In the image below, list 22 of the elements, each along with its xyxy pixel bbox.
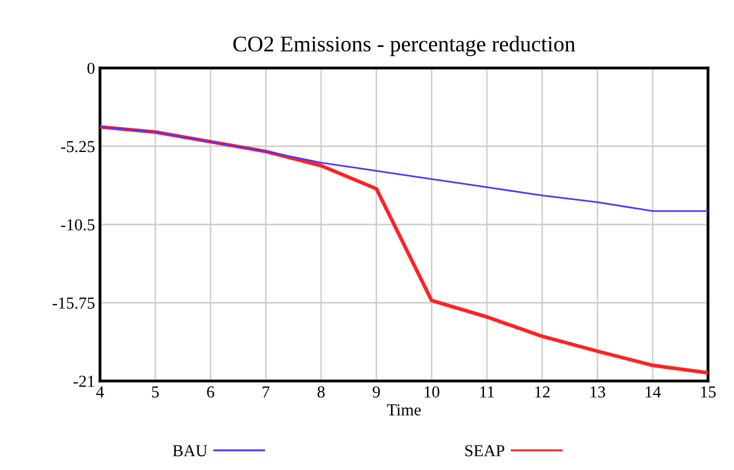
y-tick-label: 0 [87, 62, 95, 74]
x-tick-label: 8 [318, 386, 325, 398]
x-tick-label: 4 [96, 386, 104, 398]
x-tick-label: 7 [262, 386, 270, 398]
x-axis-title: Time [387, 404, 421, 416]
y-tick-label: -5.25 [61, 140, 94, 152]
y-tick-label: -10.5 [61, 219, 94, 231]
x-tick-label: 14 [646, 386, 661, 398]
legend-label: BAU [172, 445, 208, 456]
x-tick-label: 15 [701, 386, 716, 398]
chart-title: CO2 Emissions - percentage reduction [233, 36, 576, 56]
y-tick-label: -21 [74, 376, 94, 387]
x-tick-label: 12 [535, 386, 550, 398]
x-tick-label: 13 [590, 386, 606, 398]
x-tick-label: 6 [207, 386, 214, 398]
x-tick-label: 9 [372, 386, 380, 398]
legend-label: SEAP [465, 445, 504, 456]
y-tick-label: -15.75 [52, 298, 94, 309]
x-tick-label: 5 [152, 386, 159, 398]
x-tick-label: 11 [480, 386, 494, 398]
line-series [100, 126, 708, 212]
x-tick-label: 10 [424, 386, 440, 398]
